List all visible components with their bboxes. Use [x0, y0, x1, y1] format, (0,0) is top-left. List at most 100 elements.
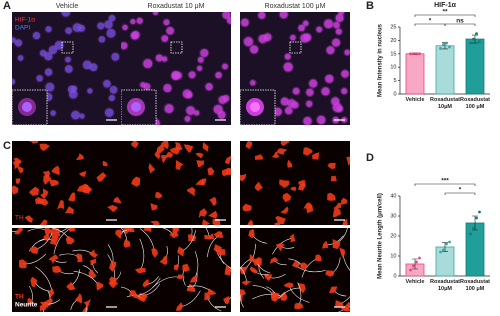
nucleus	[336, 106, 343, 112]
micrograph	[12, 228, 122, 312]
neuron	[202, 219, 210, 225]
nucleus	[287, 99, 296, 108]
significance-bracket	[444, 192, 476, 195]
nucleus	[166, 26, 174, 35]
neuron	[102, 160, 108, 167]
neuron	[115, 229, 122, 239]
error-bar	[412, 258, 418, 270]
significance-bracket	[444, 23, 476, 26]
neuron	[78, 171, 87, 177]
neuron	[123, 239, 131, 248]
neuron	[340, 305, 350, 312]
nucleus	[222, 63, 228, 70]
neuron	[249, 266, 258, 274]
neuron	[176, 274, 185, 280]
neuron	[303, 147, 313, 156]
nucleus	[285, 106, 293, 115]
neuron	[332, 208, 341, 218]
neuron	[48, 288, 55, 299]
data-point	[418, 256, 421, 260]
neuron	[248, 228, 255, 239]
neuron	[44, 228, 52, 237]
neuron	[170, 147, 181, 155]
neuron	[213, 231, 224, 238]
nucleus	[104, 20, 113, 29]
neuron	[327, 192, 336, 201]
bar	[465, 222, 485, 277]
nucleus	[344, 49, 350, 56]
micrograph	[240, 141, 350, 225]
neuron	[90, 258, 97, 266]
neuron	[275, 243, 285, 252]
nucleus	[244, 37, 253, 46]
micrograph	[121, 228, 231, 312]
nucleus	[163, 84, 172, 93]
neuron	[131, 176, 141, 187]
inset-nucleus	[131, 102, 141, 112]
neuron	[67, 228, 75, 232]
data-point	[409, 268, 412, 272]
nucleus	[226, 17, 231, 24]
neuron	[15, 178, 21, 185]
nucleus	[130, 19, 136, 25]
neuron	[89, 249, 98, 258]
nucleus	[341, 70, 349, 78]
neuron	[156, 144, 165, 154]
neuron	[109, 276, 118, 285]
neuron	[13, 157, 22, 165]
data-point	[475, 216, 478, 220]
data-point	[415, 52, 418, 56]
y-tick-label: 40	[390, 193, 396, 199]
inset-nucleus	[22, 102, 32, 112]
column-title: Vehicle	[56, 3, 79, 10]
neuron	[325, 270, 335, 277]
neuron	[298, 180, 306, 188]
data-point	[412, 52, 415, 56]
chart-title: HIF-1α	[434, 2, 457, 9]
neuron	[175, 160, 184, 171]
neuron	[314, 254, 322, 262]
nucleus	[108, 14, 116, 22]
panel-label: A	[3, 0, 11, 12]
neuron	[148, 163, 156, 174]
channel-label: HIF-1α	[15, 17, 35, 24]
nucleus	[12, 78, 16, 85]
nucleus	[155, 54, 163, 62]
neuron	[280, 141, 290, 147]
micrograph	[12, 141, 122, 225]
neuron	[75, 253, 83, 263]
nucleus	[97, 22, 105, 30]
nucleus	[306, 100, 313, 107]
channel-label: TH	[15, 215, 24, 222]
neuron	[216, 248, 226, 256]
nucleus	[188, 71, 196, 79]
nucleus	[44, 52, 53, 61]
nucleus	[292, 87, 300, 95]
neuron	[264, 273, 273, 281]
neuron	[300, 262, 308, 270]
neuron	[56, 200, 65, 210]
neuron	[332, 239, 341, 249]
neuron	[129, 290, 137, 298]
neuron	[161, 141, 169, 149]
neuron	[183, 144, 194, 153]
neuron	[82, 184, 90, 192]
neuron	[335, 300, 344, 308]
neuron	[283, 282, 294, 289]
neurite	[272, 237, 293, 255]
channel-label: DAPI	[15, 25, 30, 32]
nucleus	[109, 86, 118, 94]
neuron	[339, 247, 346, 258]
nucleus	[197, 56, 204, 63]
neuron	[275, 215, 286, 225]
neuron	[12, 185, 19, 195]
nucleus	[283, 62, 293, 72]
significance-bracket	[414, 183, 476, 186]
significance-label: *	[459, 187, 462, 194]
nucleus	[321, 87, 330, 96]
nucleus	[143, 83, 151, 90]
neuron	[271, 292, 280, 302]
neuron	[74, 293, 83, 304]
neuron	[176, 302, 184, 311]
neuron	[65, 206, 74, 215]
